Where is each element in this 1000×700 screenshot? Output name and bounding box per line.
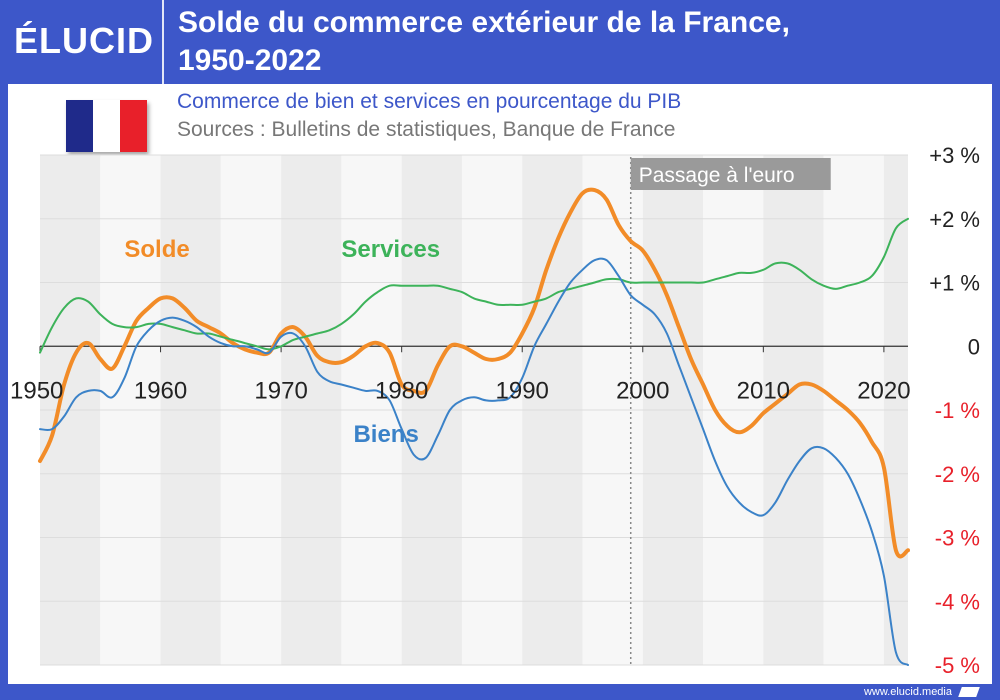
- x-tick-label: 2020: [857, 377, 910, 404]
- chart-title-line1: Solde du commerce extérieur de la France…: [178, 6, 790, 39]
- y-tick-label: -2 %: [935, 462, 980, 487]
- euro-annotation-box: [630, 158, 831, 190]
- y-tick-label: -3 %: [935, 526, 980, 551]
- y-tick-label: -1 %: [935, 398, 980, 423]
- elucid-logo: ÉLUCID: [14, 20, 154, 61]
- chart-title: Solde du commerce extérieur de la France…: [178, 4, 978, 80]
- x-tick-label: 2010: [737, 377, 790, 404]
- header-divider: [162, 0, 164, 84]
- france-flag-icon: [66, 100, 147, 152]
- chart-source: Sources : Bulletins de statistiques, Ban…: [177, 118, 676, 141]
- chart-subtitle: Commerce de bien et services en pourcent…: [177, 90, 682, 113]
- series-label-solde: Solde: [124, 236, 189, 263]
- euro-annotation-label: Passage à l'euro: [639, 164, 795, 187]
- series-line-services: [39, 217, 909, 354]
- x-tick-label: 1990: [496, 377, 549, 404]
- y-tick-label: -5 %: [935, 653, 980, 678]
- y-tick-label: +2 %: [929, 207, 980, 232]
- y-tick-label: +3 %: [929, 143, 980, 168]
- series-line-biens: [39, 257, 909, 666]
- x-tick-label: 2000: [616, 377, 669, 404]
- y-tick-label: 0: [968, 334, 980, 359]
- x-tick-label: 1970: [254, 377, 307, 404]
- chart-title-line2: 1950-2022: [178, 44, 322, 77]
- flag-stripe-blue: [66, 100, 93, 152]
- y-tick-label: -4 %: [935, 589, 980, 614]
- series-label-services: Services: [341, 236, 440, 263]
- flag-stripe-white: [93, 100, 120, 152]
- flag-stripe-red: [120, 100, 147, 152]
- series-line-solde: [38, 187, 910, 559]
- header-bar: ÉLUCID Solde du commerce extérieur de la…: [0, 0, 1000, 84]
- x-tick-label: 1960: [134, 377, 187, 404]
- x-tick-label: 1980: [375, 377, 428, 404]
- elucid-mark-icon: [958, 687, 980, 697]
- x-tick-label: 1950: [10, 377, 63, 404]
- footer-url[interactable]: www.elucid.media: [863, 686, 952, 698]
- series-label-biens: Biens: [353, 421, 418, 448]
- y-tick-label: +1 %: [929, 271, 980, 296]
